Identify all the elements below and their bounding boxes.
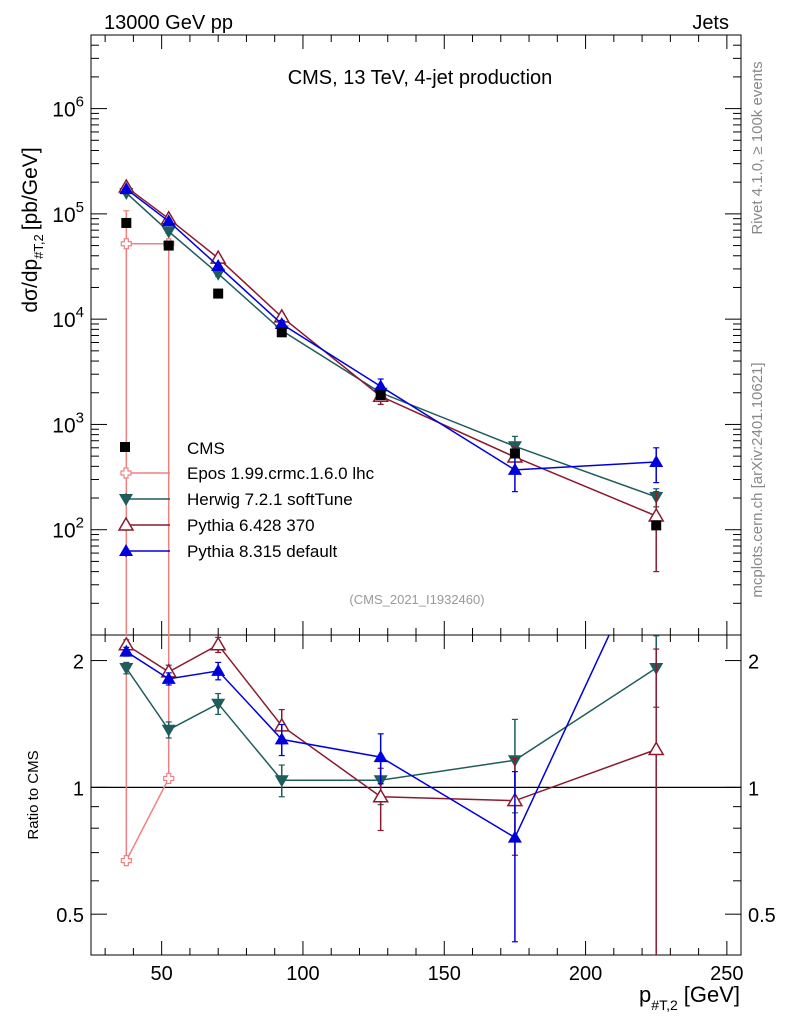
pythia-8-315-default-ratio-point	[119, 644, 134, 657]
mcplots-label: mcplots.cern.ch [arXiv:2401.10621]	[749, 362, 766, 597]
herwig-7-2-1-softtune-ratio-point	[161, 724, 176, 737]
jets-label: Jets	[692, 12, 729, 34]
rivet-version-label: Rivet 4.1.0, ≥ 100k events	[749, 61, 766, 234]
svg-text:dσ/dp#T,2[pb/GeV]: dσ/dp#T,2[pb/GeV]	[19, 147, 46, 312]
cms-data-point	[276, 327, 287, 338]
pythia-8-315-default-ratio-point	[507, 830, 522, 843]
chart-title: CMS, 13 TeV, 4-jet production	[288, 67, 553, 89]
x-axis-label: p#T,2 [GeV]	[639, 982, 740, 1013]
epos-1-99-crmc-1-6-0-lhc-ratio-point	[120, 855, 132, 867]
y-tick-label-main: 106	[52, 94, 84, 122]
pythia-8-315-default-ratio-point	[161, 671, 176, 684]
pythia-8-315-default-ratio-point	[211, 663, 226, 676]
ratio-tick-label-left: 1	[73, 778, 84, 800]
pythia-8-315-default-line	[125, 188, 657, 471]
ratio-plot-frame	[90, 634, 742, 956]
x-tick-label: 100	[286, 963, 319, 985]
pythia-8-315-default-ratio-point	[373, 750, 388, 763]
legend-label: Pythia 6.428 370	[187, 516, 315, 535]
legend-cms-marker	[120, 442, 130, 452]
herwig-7-2-1-softtune-point	[161, 226, 176, 239]
pythia-6-428-370-ratio-point	[209, 636, 227, 651]
herwig-7-2-1-softtune-ratio-point	[119, 663, 134, 676]
legend-label: Pythia 8.315 default	[187, 542, 338, 561]
pythia-8-315-default-ratio-line	[125, 635, 610, 839]
beam-energy-label: 13000 GeV pp	[104, 12, 233, 34]
cms-data-point	[121, 217, 132, 228]
ratio-series-group	[118, 635, 665, 955]
axes: 50 100 150 200 250 102 103 104 105 106 0.5 0.5 1 1 2 2	[52, 34, 776, 985]
pythia-8-315-default-point	[119, 182, 134, 195]
cms-data-point	[651, 520, 662, 531]
legend-marker	[119, 544, 133, 556]
epos-1-99-crmc-1-6-0-lhc-ratio-line	[125, 778, 170, 861]
legend-label: Herwig 7.2.1 softTune	[187, 490, 353, 509]
ratio-tick-label-right: 0.5	[748, 905, 776, 927]
ratio-tick-label-right: 2	[748, 652, 759, 674]
legend-cms-label: CMS	[187, 439, 225, 458]
y-tick-label-main: 102	[52, 515, 84, 543]
epos-1-99-crmc-1-6-0-lhc-point	[120, 238, 132, 250]
ratio-tick-label-right: 1	[748, 778, 759, 800]
pythia-8-315-default-point	[373, 379, 388, 392]
legend-marker	[120, 467, 132, 479]
pythia-6-428-370-ratio-line	[125, 643, 657, 802]
pythia-8-315-default-ratio-point	[274, 732, 289, 745]
cms-data-point	[213, 288, 224, 299]
pythia-8-315-default-point	[211, 258, 226, 271]
x-tick-label: 200	[569, 963, 602, 985]
x-tick-label: 250	[710, 963, 743, 985]
pythia-6-428-370-point	[647, 507, 665, 522]
x-tick-label: 150	[428, 963, 461, 985]
y-tick-label-main: 105	[52, 199, 84, 227]
ratio-tick-label-left: 2	[73, 652, 84, 674]
pythia-6-428-370-ratio-point	[647, 741, 665, 756]
legend-marker	[119, 494, 133, 506]
pythia-8-315-default-point	[161, 214, 176, 227]
pythia-8-315-default-point	[649, 454, 664, 467]
legend-label: Epos 1.99.crmc.1.6.0 lhc	[187, 464, 375, 483]
main-series-group	[118, 178, 665, 635]
pythia-8-315-default-point	[507, 462, 522, 475]
y-axis-label-ratio: Ratio to CMS	[25, 750, 42, 839]
cms-data-point	[509, 448, 520, 459]
pythia-8-315-default-point	[274, 316, 289, 329]
cms-data-point	[163, 240, 174, 251]
herwig-7-2-1-softtune-point	[211, 268, 226, 281]
cms-data-point	[375, 390, 386, 401]
y-axis-label-main: dσ/dp#T,2[pb/GeV]	[19, 147, 46, 312]
herwig-7-2-1-softtune-ratio-point	[274, 775, 289, 788]
legend-marker	[117, 516, 135, 531]
herwig-7-2-1-softtune-ratio-point	[211, 698, 226, 711]
epos-1-99-crmc-1-6-0-lhc-ratio-point	[163, 772, 175, 785]
ratio-tick-label-left: 0.5	[56, 905, 84, 927]
pythia-6-428-370-ratio-point	[372, 788, 389, 803]
x-tick-label: 50	[151, 963, 173, 985]
analysis-id: (CMS_2021_I1932460)	[349, 592, 484, 607]
legend: CMS Epos 1.99.crmc.1.6.0 lhc Herwig 7.2.1 …	[117, 439, 375, 561]
y-tick-label-main: 103	[52, 409, 84, 437]
y-tick-label-main: 104	[52, 304, 84, 332]
